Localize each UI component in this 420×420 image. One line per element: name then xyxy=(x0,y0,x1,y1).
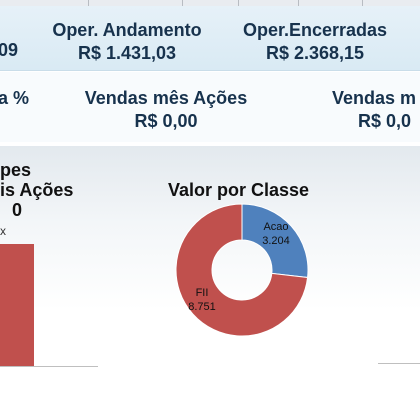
kpi-oper-encerradas: Oper.Encerradas R$ 2.368,15 xyxy=(240,20,390,64)
column-divider xyxy=(88,0,89,6)
left-chart-title: pes is Ações 0 xyxy=(0,160,73,220)
column-divider xyxy=(298,0,299,6)
kpi-value: R$ 0,00 xyxy=(134,111,198,131)
left-chart-title-line: 0 xyxy=(12,200,23,220)
left-chart-title-line: is Ações xyxy=(0,180,74,200)
column-divider xyxy=(182,0,183,6)
column-divider xyxy=(362,0,363,6)
kpi-partial-value: 09 xyxy=(0,40,19,60)
kpi-label: Vendas mês Ações xyxy=(84,88,248,108)
kpi-value: R$ 2.368,15 xyxy=(265,43,365,63)
left-chart-axis xyxy=(0,366,98,367)
donut-label-value: 3.204 xyxy=(262,235,290,247)
kpi-label: Oper.Encerradas xyxy=(242,20,388,40)
donut-label-category: FII xyxy=(196,287,209,299)
kpi-band-operations: 09 Oper. Andamento R$ 1.431,03 Oper.Ence… xyxy=(0,6,420,71)
kpi-band-sales: a % Vendas mês Ações R$ 0,00 Vendas m R$… xyxy=(0,72,420,142)
kpi-value: R$ 0,0 xyxy=(358,111,412,131)
kpi-partial-label: a % xyxy=(0,88,30,108)
donut-label-category: Acao xyxy=(263,221,288,233)
donut-chart-title: Valor por Classe xyxy=(168,180,310,200)
left-chart-title-line: pes xyxy=(0,160,32,180)
kpi-label: Oper. Andamento xyxy=(52,20,202,40)
kpi-oper-andamento: Oper. Andamento R$ 1.431,03 xyxy=(42,20,212,64)
donut-slice-acao xyxy=(241,203,309,279)
left-chart-axis-partial-label: x xyxy=(0,224,6,238)
kpi-value: R$ 1.431,03 xyxy=(77,43,177,63)
donut-slice-fii xyxy=(175,203,309,337)
kpi-vendas-mes-partial: Vendas m R$ 0,0 xyxy=(332,88,416,132)
kpi-vendas-mes-acoes: Vendas mês Ações R$ 0,00 xyxy=(76,88,256,132)
kpi-label: Vendas m xyxy=(332,88,417,108)
donut-label-value: 8.751 xyxy=(188,301,216,313)
donut-chart: Acao 3.204 FII 8.751 xyxy=(175,203,309,337)
left-chart-bar xyxy=(0,244,34,366)
right-chart-axis xyxy=(378,363,420,364)
column-divider xyxy=(238,0,239,6)
